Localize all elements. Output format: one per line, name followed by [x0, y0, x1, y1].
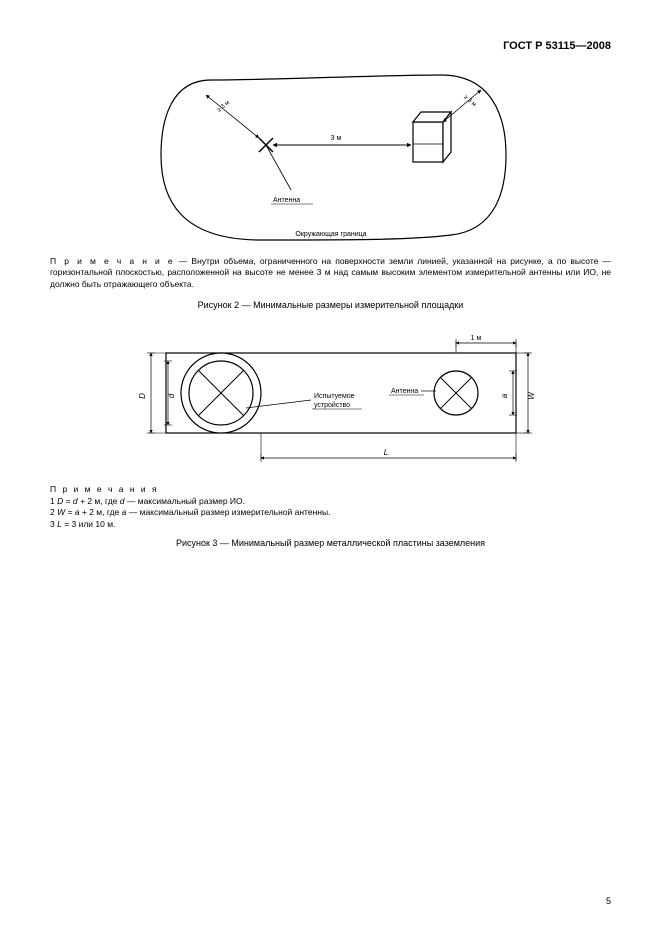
n3-l2c: 2 м, где — [89, 507, 121, 517]
figure-2-svg: Антенна 3 м ≥ 3 м ≥ 3 м Окружающая граница — [151, 60, 511, 250]
svg-text:устройство: устройство — [314, 401, 350, 409]
note-prefix: П р и м е ч а н и е — [50, 256, 175, 266]
svg-text:≥ 3 м: ≥ 3 м — [462, 94, 477, 108]
figure-3-svg: ИспытуемоеустройствоАнтеннаDdWa1 мL — [116, 328, 546, 478]
svg-text:3 м: 3 м — [330, 135, 341, 142]
svg-text:a: a — [500, 394, 509, 399]
figure-2: Антенна 3 м ≥ 3 м ≥ 3 м Окружающая граница — [50, 60, 611, 250]
figure-3: ИспытуемоеустройствоАнтеннаDdWa1 мL — [50, 328, 611, 478]
notes3-prefix: П р и м е ч а н и я — [50, 484, 159, 494]
n3-l1b: D = d + — [57, 496, 87, 506]
n3-l3c: = 3 или 10 м. — [62, 519, 116, 529]
svg-text:D: D — [138, 393, 147, 399]
svg-text:Окружающая граница: Окружающая граница — [295, 231, 366, 238]
n3-l1c: 2 м, где — [87, 496, 119, 506]
figure-2-note: П р и м е ч а н и е — Внутри объема, огр… — [50, 256, 611, 290]
svg-text:Антенна: Антенна — [273, 197, 300, 204]
svg-text:L: L — [383, 448, 387, 457]
svg-text:Антенна: Антенна — [391, 388, 418, 395]
doc-header: ГОСТ Р 53115—2008 — [50, 40, 611, 52]
page-number: 5 — [606, 896, 611, 906]
page: ГОСТ Р 53115—2008 Антенна 3 м ≥ 3 м ≥ 3 м Ок… — [0, 0, 661, 936]
figure-3-caption: Рисунок 3 — Минимальный размер металличе… — [50, 538, 611, 548]
svg-text:Испытуемое: Испытуемое — [314, 393, 355, 400]
n3-l1e: — максимальный размер ИО. — [125, 496, 245, 506]
n3-l2e: — максимальный размер измерительной анте… — [126, 507, 330, 517]
svg-text:d: d — [167, 394, 176, 399]
svg-text:1 м: 1 м — [470, 335, 481, 342]
n3-l2b: W = a + — [57, 507, 89, 517]
svg-text:≥ 3 м: ≥ 3 м — [216, 100, 231, 114]
figure-2-caption: Рисунок 2 — Минимальные размеры измерите… — [50, 300, 611, 310]
figure-3-notes: П р и м е ч а н и я 1 D = d + 2 м, где d… — [50, 484, 611, 530]
